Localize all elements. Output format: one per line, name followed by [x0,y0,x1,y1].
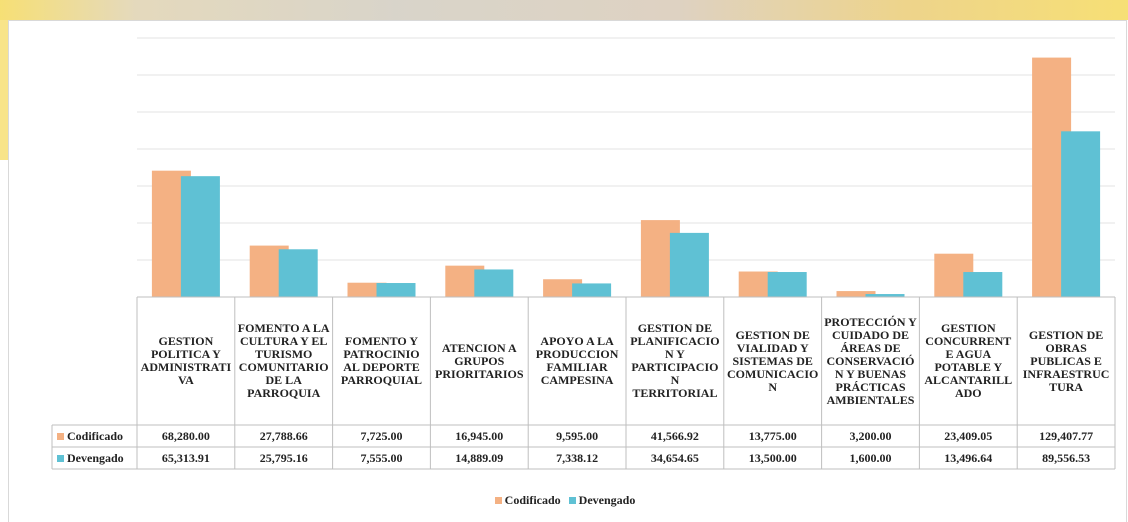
value-label: 65,313.91 [161,450,210,465]
value-label: 23,409.05 [944,428,993,443]
legend-swatch [57,432,64,440]
legend-swatch [494,496,502,504]
legend: Codificado Devengado [0,492,1128,508]
value-label: 34,654.65 [650,450,699,465]
legend-swatch [568,496,576,504]
bar [669,232,709,297]
banner [0,0,1128,20]
bar [865,294,905,297]
value-label: 3,200.00 [849,428,892,443]
value-label: 41,566.92 [650,428,699,443]
value-label: 13,500.00 [748,450,797,465]
value-label: 68,280.00 [161,428,210,443]
bar [572,283,612,297]
bar [1061,131,1101,297]
value-label: 14,889.09 [455,450,504,465]
legend-label: Devengado [578,492,636,507]
category-label: GESTION DE PLANIFICACION Y PARTICIPACION… [630,321,720,400]
category-label: APOYO A LA PRODUCCION FAMILIAR CAMPESINA [535,334,619,387]
legend-item: Codificado [494,492,561,508]
category-label: FOMENTO Y PATROCINIO AL DEPORTE PARROQUI… [340,334,423,387]
value-label: 89,556.53 [1042,450,1091,465]
value-label: 129,407.77 [1039,428,1094,443]
category-label: PROTECCIÓN Y CUIDADO DE ÁREAS DE CONSERV… [824,314,917,407]
value-label: 13,496.64 [944,450,993,465]
category-label: FOMENTO A LA CULTURA Y EL TURISMO COMUNI… [237,321,330,400]
bar [767,272,807,297]
value-label: 7,725.00 [360,428,403,443]
value-label: 9,595.00 [556,428,599,443]
legend-swatch [57,454,64,462]
bar [180,176,220,297]
category-label: GESTION CONCURRENTE AGUA POTABLE Y ALCAN… [924,321,1013,400]
category-label: GESTION POLITICA Y ADMINISTRATIVA [140,334,232,387]
legend-item: Devengado [568,492,636,508]
legend-key-cell: Codificado [52,425,137,447]
value-label: 7,555.00 [360,450,403,465]
bar [376,283,416,297]
category-label: GESTION DE OBRAS PUBLICAS E INFRAESTRUCT… [1022,327,1110,394]
value-label: 7,338.12 [556,450,599,465]
bar [278,249,318,297]
bar [963,272,1003,297]
value-label: 1,600.00 [849,450,892,465]
bar [474,269,514,297]
category-label: ATENCION A GRUPOS PRIORITARIOS [435,340,524,381]
value-label: 16,945.00 [455,428,504,443]
bar [836,291,876,297]
category-label: GESTION DE VIALIDAD Y SISTEMAS DE COMUNI… [727,327,819,394]
banner-edge [0,20,8,160]
legend-label: Codificado [504,492,561,507]
value-label: 13,775.00 [748,428,797,443]
legend-key-cell: Devengado [52,447,137,469]
value-label: 27,788.66 [259,428,308,443]
series-name: Devengado [67,450,124,465]
series-name: Codificado [67,428,124,443]
value-label: 25,795.16 [259,450,308,465]
